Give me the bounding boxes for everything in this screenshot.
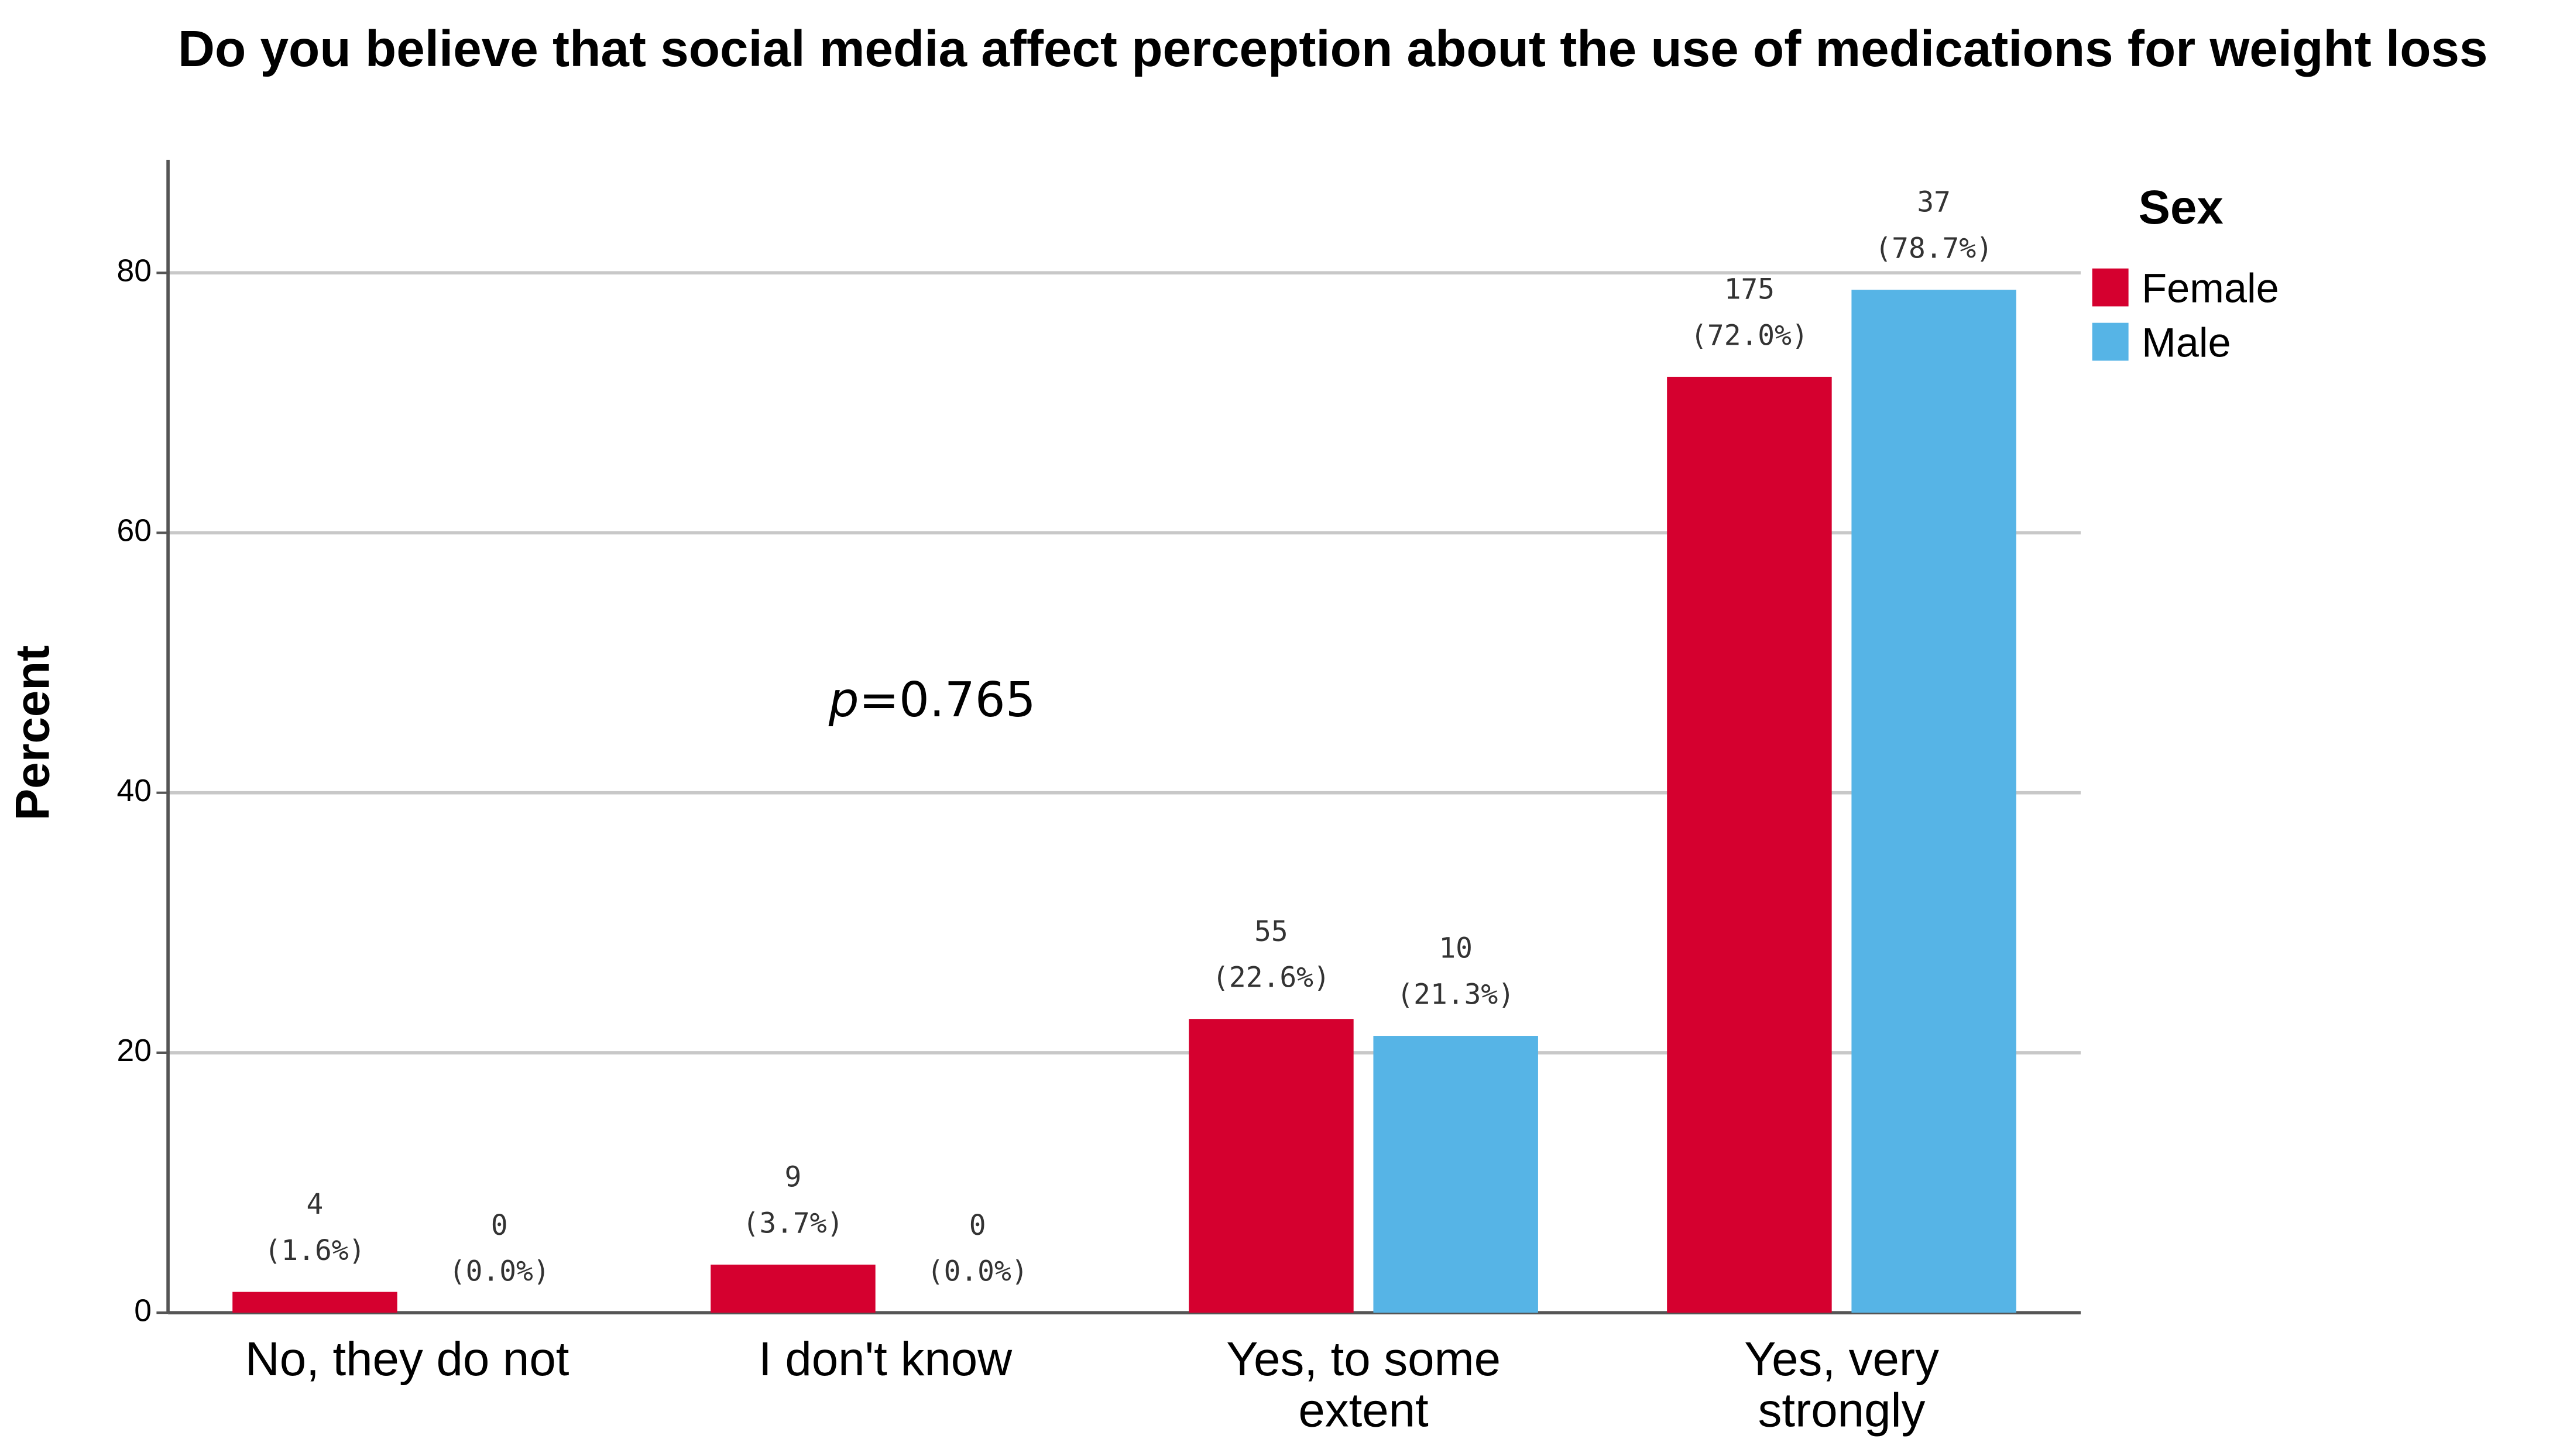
data-label: (1.6%) <box>265 1235 366 1267</box>
data-label-count: 175 <box>1724 274 1775 306</box>
data-label: (78.7%) <box>1875 233 1993 265</box>
data-label-count: 0 <box>969 1210 986 1242</box>
legend-label: Female <box>2142 265 2279 311</box>
y-axis-title: Percent <box>6 645 59 820</box>
legend-label: Male <box>2142 320 2231 366</box>
x-tick-label-box: I don't know <box>759 1335 1013 1387</box>
x-tick-label: No, they do not <box>245 1335 569 1387</box>
data-label-count: 0 <box>491 1210 508 1242</box>
data-label: (22.6%) <box>1212 962 1330 994</box>
data-label: (72.0%) <box>1690 320 1809 352</box>
data-label-count: 9 <box>785 1162 802 1194</box>
y-tick-label: 0 <box>134 1293 152 1328</box>
data-label: (0.0%) <box>927 1256 1028 1288</box>
data-label: (21.3%) <box>1396 978 1515 1011</box>
legend-swatch <box>2092 322 2129 361</box>
x-tick-label: Yes, very strongly <box>1744 1335 1939 1438</box>
bar <box>1189 1019 1354 1313</box>
chart-title: Do you believe that social media affect … <box>178 20 2488 77</box>
legend-title: Sex <box>2139 181 2224 234</box>
x-tick-label-box: Yes, very strongly <box>1744 1335 1939 1438</box>
data-label-count: 10 <box>1439 933 1473 965</box>
bar <box>1667 376 1832 1313</box>
x-tick-label: I don't know <box>759 1335 1013 1387</box>
y-tick-label: 60 <box>116 514 151 548</box>
y-tick-label: 80 <box>116 253 151 288</box>
data-label-count: 55 <box>1254 916 1288 948</box>
annotation: p=0.765 <box>828 672 1036 728</box>
legend-swatch <box>2092 268 2129 307</box>
x-tick-label: Yes, to some extent <box>1226 1335 1501 1438</box>
bar <box>1373 1036 1538 1313</box>
bar <box>232 1292 397 1313</box>
y-tick-label: 20 <box>116 1033 151 1068</box>
data-label: (0.0%) <box>449 1256 550 1288</box>
y-tick-label: 40 <box>116 774 151 808</box>
data-label-count: 4 <box>307 1189 324 1221</box>
data-label: (3.7%) <box>743 1207 844 1239</box>
x-tick-label-box: No, they do not <box>245 1335 569 1387</box>
bar <box>711 1264 876 1313</box>
x-tick-label-box: Yes, to some extent <box>1226 1335 1501 1438</box>
data-label-count: 37 <box>1917 187 1951 219</box>
bar <box>1851 290 2016 1313</box>
